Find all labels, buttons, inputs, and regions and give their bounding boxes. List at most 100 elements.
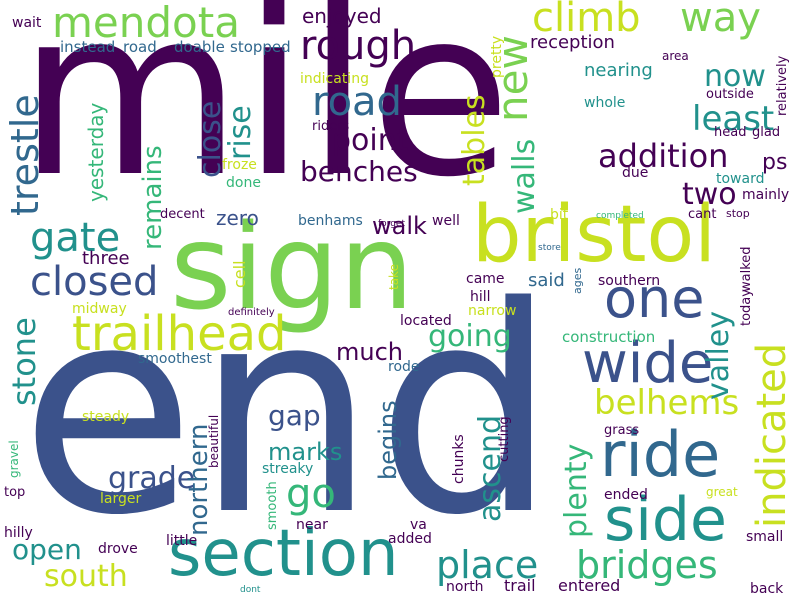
- word-place: place: [436, 543, 539, 587]
- word-whole: whole: [584, 95, 626, 111]
- word-trail: trail: [504, 576, 536, 595]
- word-remains: remains: [138, 145, 168, 250]
- word-begins: begins: [374, 400, 402, 480]
- word-stone: stone: [5, 317, 43, 406]
- word-road-small: road: [123, 38, 157, 56]
- word-mile: mile: [18, 0, 512, 228]
- word-done: done: [226, 175, 261, 191]
- word-ride: ride: [600, 418, 721, 491]
- word-back: back: [750, 581, 784, 597]
- word-cutting: cutting: [497, 416, 512, 462]
- word-nearing: nearing: [584, 60, 653, 81]
- word-larger: larger: [100, 491, 142, 507]
- word-end: end: [20, 246, 557, 578]
- word-benches: benches: [300, 155, 418, 188]
- word-stopped: stopped: [230, 38, 291, 56]
- word-wide: wide: [582, 331, 714, 396]
- word-way: way: [680, 0, 761, 41]
- word-construction: construction: [562, 328, 656, 346]
- word-valley: valley: [701, 310, 736, 400]
- word-located: located: [400, 313, 452, 329]
- word-hilly: hilly: [4, 525, 33, 541]
- word-indicated: indicated: [749, 342, 795, 528]
- word-glad: glad: [752, 125, 781, 140]
- word-open: open: [12, 533, 82, 566]
- word-marks: marks: [268, 438, 343, 466]
- word-take: take: [387, 264, 401, 290]
- word-walls: walls: [507, 138, 542, 214]
- word-drove: drove: [98, 541, 138, 557]
- word-hill: hill: [470, 289, 491, 305]
- word-beautiful: beautiful: [207, 414, 221, 468]
- word-yesterday: yesterday: [84, 102, 108, 202]
- word-now: now: [704, 59, 766, 94]
- word-streaky: streaky: [262, 461, 314, 477]
- word-southern: southern: [598, 273, 661, 289]
- word-small: small: [746, 529, 784, 545]
- word-ended: ended: [604, 487, 648, 503]
- word-today: today: [739, 289, 754, 326]
- word-froze: froze: [222, 157, 257, 173]
- word-entered: entered: [558, 576, 621, 595]
- word-bristol: bristol: [472, 190, 716, 280]
- word-trailhead: trailhead: [72, 306, 287, 362]
- word-cell: cell: [230, 260, 249, 288]
- word-steady: steady: [82, 409, 130, 425]
- word-benhams: benhams: [298, 213, 363, 229]
- word-gap: gap: [268, 399, 321, 432]
- word-go: go: [286, 471, 336, 517]
- word-trestle: trestle: [3, 94, 47, 216]
- word-section: section: [168, 517, 399, 591]
- word-relatively: relatively: [775, 55, 790, 116]
- word-closed: closed: [30, 259, 159, 305]
- word-plenty: plenty: [559, 443, 594, 538]
- word-forget: forget: [378, 219, 405, 229]
- word-rough: rough: [300, 23, 417, 69]
- word-came: came: [466, 271, 505, 287]
- word-decent: decent: [160, 207, 205, 222]
- word-due: due: [622, 165, 649, 181]
- word-point: point: [332, 123, 409, 158]
- word-south: south: [44, 559, 128, 594]
- word-toward: toward: [716, 171, 765, 187]
- word-mainly: mainly: [742, 187, 790, 203]
- word-store: store: [538, 243, 561, 253]
- word-reception: reception: [530, 32, 615, 53]
- word-indicating: indicating: [300, 71, 369, 87]
- word-least: least: [692, 99, 775, 139]
- word-said: said: [528, 270, 565, 291]
- word-smoothest: smoothest: [138, 351, 212, 367]
- word-gravel: gravel: [7, 440, 21, 478]
- word-side: side: [604, 485, 727, 555]
- word-smooth: smooth: [265, 481, 280, 530]
- word-ages: ages: [571, 267, 584, 294]
- word-completed: completed: [596, 211, 644, 221]
- word-area: area: [662, 49, 689, 63]
- word-grade: grade: [108, 461, 196, 496]
- word-two: two: [682, 177, 737, 212]
- word-rise: rise: [223, 105, 258, 160]
- word-head: head: [714, 125, 747, 140]
- word-walk: walk: [372, 212, 427, 240]
- word-climb: climb: [532, 0, 641, 41]
- word-top: top: [4, 485, 26, 500]
- word-going: going: [428, 319, 512, 354]
- word-road: road: [312, 79, 402, 125]
- word-ps: ps: [762, 150, 788, 175]
- word-bridges: bridges: [576, 543, 718, 587]
- word-bit: bit: [550, 207, 569, 223]
- word-near: near: [296, 517, 328, 533]
- word-dont: dont: [240, 585, 261, 595]
- word-north: north: [446, 579, 484, 595]
- word-va: va: [410, 517, 427, 533]
- word-much: much: [336, 338, 403, 366]
- word-riders: riders: [312, 119, 350, 134]
- word-tables: tables: [457, 94, 492, 186]
- word-sign: sign: [170, 198, 414, 336]
- word-mendota: mendota: [52, 0, 240, 47]
- word-grass: grass: [604, 423, 640, 438]
- word-wait: wait: [12, 15, 42, 31]
- word-instead: instead: [60, 38, 116, 56]
- word-enjoyed: enjoyed: [302, 4, 382, 28]
- word-outside: outside: [706, 87, 754, 102]
